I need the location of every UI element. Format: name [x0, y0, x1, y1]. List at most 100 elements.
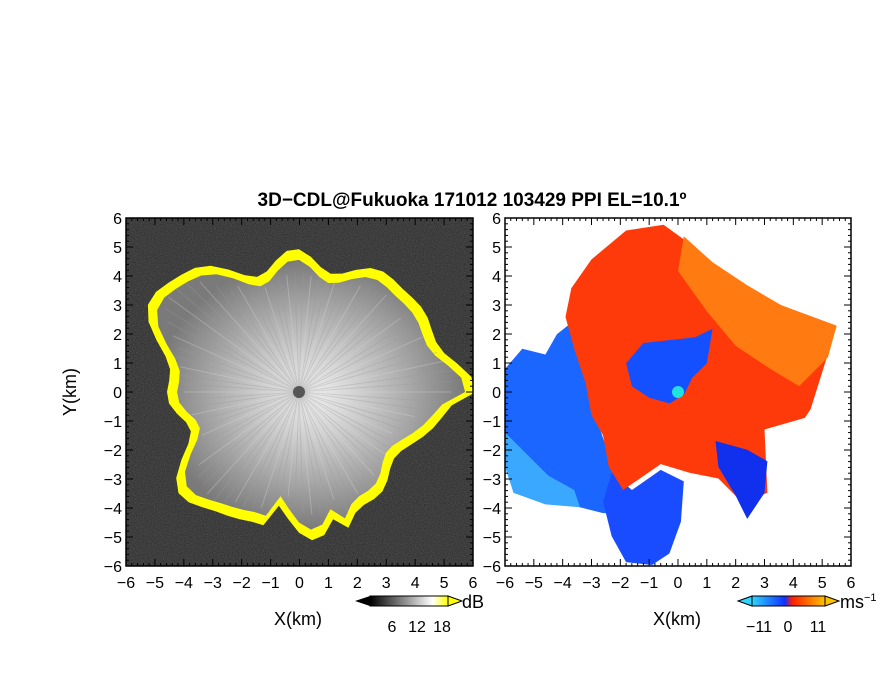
left-beam-streak	[298, 317, 401, 393]
left-beam-streak	[298, 302, 392, 393]
left-beam-streak	[203, 391, 300, 444]
left-x-tick-labels: −6 −5 −4 −3 −2 −1 0 1 2 3 4 5 6	[117, 575, 478, 592]
left-beam-streak	[249, 290, 300, 393]
left-echo-field	[157, 259, 466, 530]
left-beam-streak	[298, 273, 304, 393]
right-y-tick-label: −5	[483, 530, 501, 547]
left-beam-streak	[206, 391, 300, 495]
left-beam-streak	[202, 391, 300, 436]
left-x-tick-label: 2	[353, 575, 362, 592]
left-beam-streak	[201, 391, 300, 454]
right-colorbar-unit-base: ms	[840, 592, 864, 612]
right-x-axis-label: X(km)	[653, 609, 701, 629]
left-panel: −6 −5 −4 −3 −2 −1 0 1 2 3 4 5 6 6543210−1−2−3−4−5−6 …	[60, 211, 484, 636]
left-beam-streak	[298, 325, 406, 393]
right-x-tick-label: −3	[582, 575, 600, 592]
right-colorbar-bar	[751, 595, 826, 607]
left-beam-streak	[298, 391, 370, 483]
left-beam-streak	[298, 285, 371, 393]
left-beam-streaks	[165, 272, 454, 515]
left-x-tick-label: 5	[440, 575, 449, 592]
left-beam-streak	[298, 288, 380, 393]
left-beam-streak	[175, 356, 300, 393]
left-beam-streak	[280, 391, 300, 496]
left-beam-streak	[182, 383, 300, 393]
right-y-tick-label: −3	[483, 472, 501, 489]
left-beam-streak	[223, 391, 300, 503]
left-x-tick-label: 1	[324, 575, 333, 592]
left-beam-streak	[187, 391, 300, 409]
left-beam-streak	[298, 391, 393, 434]
left-beam-streak	[298, 380, 452, 393]
left-beam-streak	[298, 391, 375, 476]
left-colorbar-tick: 12	[408, 619, 426, 636]
right-x-tick-label: 6	[847, 575, 856, 592]
left-y-axis-label: Y(km)	[60, 368, 80, 416]
left-beam-streak	[203, 391, 300, 485]
right-y-tick-label: −6	[483, 559, 501, 576]
left-y-tick-label: −1	[104, 414, 122, 431]
left-beam-streak	[298, 331, 413, 393]
right-y-tick-label: −1	[483, 414, 501, 431]
right-approaching-core	[626, 328, 713, 404]
right-x-tick-label: 0	[674, 575, 683, 592]
left-beam-streak	[294, 272, 300, 393]
left-y-tick-label: 4	[113, 269, 122, 286]
left-echo	[147, 249, 473, 541]
left-beam-streak	[168, 296, 300, 393]
left-y-tick-label: 6	[113, 211, 122, 228]
right-x-tick-label: −5	[525, 575, 543, 592]
right-x-tick-label: −4	[554, 575, 572, 592]
left-y-tick-labels: 6 5 4 3 2 1 0 −1 −2 −3 −4 −5 −6	[104, 211, 122, 576]
left-beam-streak	[298, 391, 415, 418]
right-y-tick-label: 5	[492, 240, 501, 257]
left-x-tick-label: −1	[261, 575, 279, 592]
right-y-tick-labels: 6 5 4 3 2 1 0 −1 −2 −3 −4 −5 −6	[483, 211, 501, 576]
left-beam-streak	[287, 391, 300, 497]
left-beam-streak	[298, 277, 320, 393]
left-beam-streak	[199, 281, 300, 393]
left-beam-streak	[298, 275, 312, 393]
right-colorbar-high-arrow	[824, 595, 841, 607]
left-beam-streak	[278, 280, 300, 393]
left-beam-streak	[298, 391, 349, 514]
left-y-tick-label: −6	[104, 559, 122, 576]
right-x-tick-label: 1	[702, 575, 711, 592]
left-beam-streak	[298, 391, 366, 490]
left-beam-streak	[230, 290, 300, 393]
left-beam-streak	[298, 391, 335, 500]
left-x-tick-label: −4	[175, 575, 193, 592]
right-panel: −6 −5 −4 −3 −2 −1 0 1 2 3 4 5 6 6543210−1−2−3−4−5−6 …	[483, 211, 877, 636]
right-echo	[505, 224, 837, 565]
left-beam-streak	[213, 391, 300, 501]
left-x-tick-label: 6	[469, 575, 478, 592]
left-beam-streak	[298, 391, 382, 462]
right-y-tick-label: 3	[492, 298, 501, 315]
left-colorbar-tick: 18	[433, 619, 451, 636]
right-x-tick-label: 5	[818, 575, 827, 592]
left-beam-streak	[294, 391, 300, 507]
left-beam-streak	[261, 391, 300, 508]
left-beam-streak	[298, 391, 388, 448]
left-beam-streak	[298, 391, 359, 495]
left-beam-streak	[172, 335, 300, 393]
left-beam-streak	[298, 391, 401, 430]
left-beam-streak	[298, 391, 430, 411]
left-x-tick-label: −2	[233, 575, 251, 592]
left-beam-streak	[298, 336, 423, 393]
left-beam-streak	[185, 282, 300, 393]
left-y-tick-label: −2	[104, 443, 122, 460]
left-beam-streak	[298, 351, 438, 393]
right-y-tick-label: 0	[492, 385, 501, 402]
left-colorbar-bar	[369, 595, 449, 607]
left-y-tick-label: 0	[113, 385, 122, 402]
chart-title: 3D−CDL@Fukuoka 171012 103429 PPI EL=10.1…	[258, 190, 687, 211]
right-y-tick-label: 6	[492, 211, 501, 228]
left-beam-streak	[242, 391, 300, 507]
left-beam-streak	[298, 391, 387, 456]
left-beam-streak	[198, 391, 300, 466]
left-beam-streak	[298, 391, 354, 504]
left-y-tick-label: −3	[104, 472, 122, 489]
right-x-tick-label: −6	[496, 575, 514, 592]
left-beam-streak	[298, 391, 313, 515]
